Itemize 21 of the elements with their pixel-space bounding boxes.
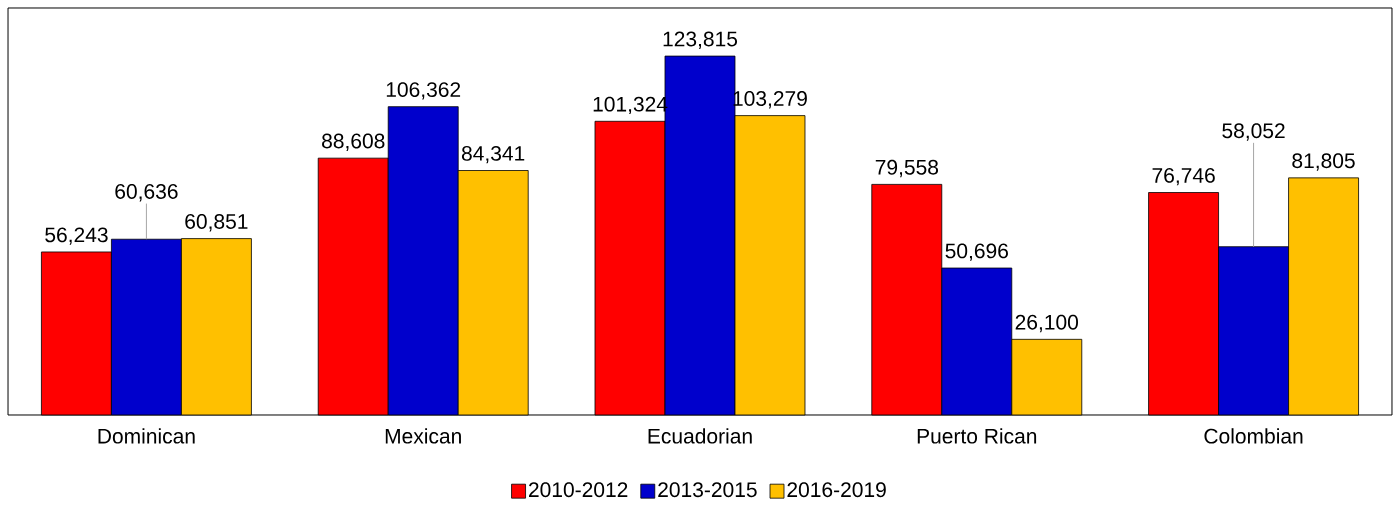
data-label: 106,362 <box>386 82 461 100</box>
legend-label: 2016-2019 <box>787 482 886 498</box>
data-label: 60,636 <box>115 184 178 202</box>
x-tick-label: Dominican <box>98 428 195 444</box>
x-tick-label: Ecuadorian <box>648 428 752 444</box>
x-tick-label: Puerto Rican <box>917 428 1037 444</box>
x-tick-label: Colombian <box>1204 428 1303 444</box>
data-label: 88,608 <box>322 133 385 151</box>
data-label: 81,805 <box>1292 153 1355 171</box>
data-label: 26,100 <box>1015 314 1079 333</box>
data-label: 60,851 <box>185 214 248 232</box>
data-label: 84,341 <box>461 145 525 164</box>
data-label: 58,052 <box>1222 123 1285 141</box>
data-label: 50,696 <box>945 243 1008 261</box>
legend-label: 2010-2012 <box>529 482 628 498</box>
data-label: 56,243 <box>45 227 108 245</box>
legend-label: 2013-2015 <box>658 482 757 498</box>
data-label: 79,558 <box>875 159 939 178</box>
x-tick-label: Mexican <box>385 428 461 444</box>
data-label: 123,815 <box>663 31 738 49</box>
data-label: 76,746 <box>1152 167 1215 186</box>
